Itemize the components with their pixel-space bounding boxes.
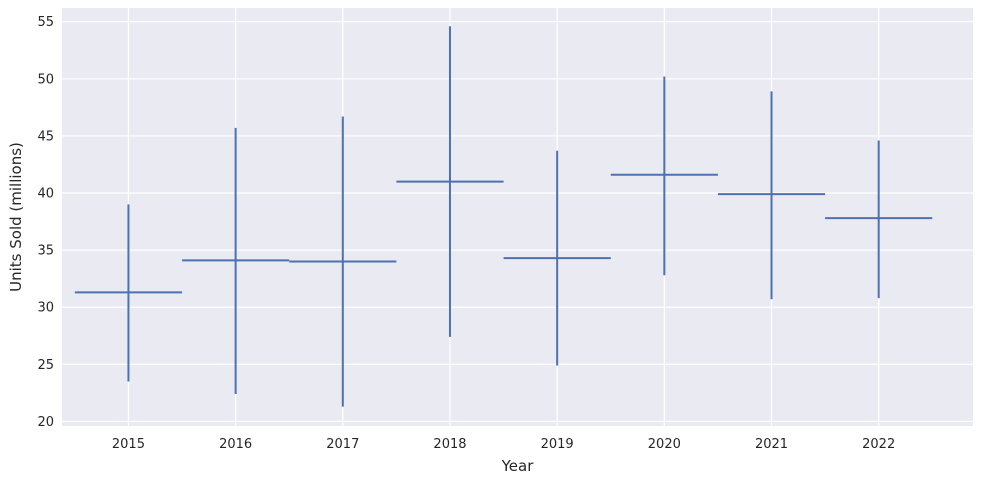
x-tick-labels: 2015 2016 2017 2018 2019 2020 2021 2022 xyxy=(112,437,895,452)
errorbar-point xyxy=(610,76,718,276)
x-tick-label: 2015 xyxy=(112,437,145,452)
data-marks xyxy=(74,26,933,407)
y-tick-label: 35 xyxy=(37,244,54,259)
x-tick-label: 2016 xyxy=(219,437,252,452)
x-tick-label: 2021 xyxy=(755,437,788,452)
errorbar-point xyxy=(182,127,290,395)
x-tick-label: 2022 xyxy=(862,437,895,452)
y-tick-label: 40 xyxy=(37,187,54,202)
y-tick-label: 50 xyxy=(37,72,54,87)
errorbar-point xyxy=(717,91,826,300)
x-tick-label: 2019 xyxy=(541,437,574,452)
y-tick-label: 25 xyxy=(37,358,54,373)
plot-background xyxy=(62,8,973,426)
y-axis-label: Units Sold (millions) xyxy=(7,142,25,292)
x-tick-label: 2020 xyxy=(648,437,681,452)
y-tick-label: 20 xyxy=(37,415,54,430)
y-tick-label: 45 xyxy=(37,129,54,144)
errorbar-point xyxy=(825,140,933,299)
errorbar-point xyxy=(74,204,183,382)
y-tick-labels: 20 25 30 35 40 45 50 55 xyxy=(37,15,54,430)
y-tick-label: 55 xyxy=(37,15,54,30)
x-axis-label: Year xyxy=(501,457,535,475)
y-tick-label: 30 xyxy=(37,301,54,316)
x-tick-label: 2017 xyxy=(326,437,359,452)
errorbar-point xyxy=(396,26,504,337)
x-tick-label: 2018 xyxy=(433,437,466,452)
errorbar-point xyxy=(503,150,611,366)
errorbar-point xyxy=(289,116,397,407)
